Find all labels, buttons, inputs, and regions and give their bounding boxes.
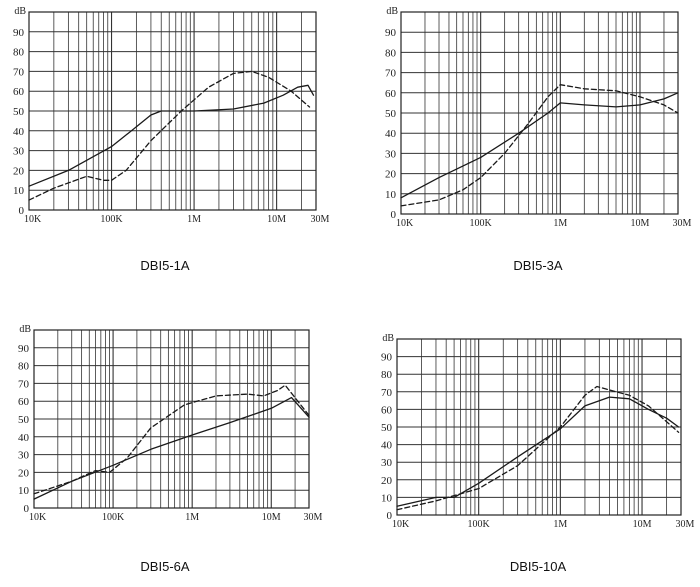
- x-tick-label: 10M: [631, 218, 650, 229]
- y-tick-label: 70: [18, 378, 30, 390]
- series-dashed-line: [28, 70, 311, 201]
- x-tick-label: 10K: [392, 519, 410, 530]
- y-tick-label: 50: [381, 422, 393, 434]
- x-tick-label: 1M: [553, 218, 567, 229]
- x-tick-label: 1M: [553, 519, 567, 530]
- series-solid-line: [33, 396, 310, 500]
- x-tick-label: 100K: [100, 214, 123, 225]
- y-tick-label: 70: [381, 387, 393, 399]
- y-tick-label: 30: [18, 450, 30, 462]
- y-tick-label: 40: [385, 128, 397, 140]
- y-tick-label: 90: [13, 27, 25, 39]
- series-solid-line: [396, 396, 680, 507]
- x-tick-label: 10K: [396, 218, 414, 229]
- chart-caption-2: DBI5-3A: [513, 258, 563, 273]
- y-tick-label: 90: [385, 27, 397, 39]
- x-tick-label: 1M: [185, 512, 199, 523]
- series-dashed-line: [396, 385, 680, 511]
- y-tick-label: 20: [381, 475, 393, 487]
- x-tick-label: 100K: [470, 218, 493, 229]
- y-tick-label: 60: [385, 88, 397, 100]
- chart-2: dB 0 10 20 30 40 50 60 70 80 90 10K 100K 1M 10M 30M: [385, 6, 692, 229]
- y-tick-label: 60: [13, 86, 25, 98]
- x-tick-label: 1M: [187, 214, 201, 225]
- x-tick-label: 30M: [673, 218, 692, 229]
- x-tick-label: 30M: [304, 512, 323, 523]
- y-tick-label: 30: [381, 457, 393, 469]
- y-tick-label: 20: [385, 169, 397, 181]
- y-tick-label: 80: [381, 369, 393, 381]
- y-tick-label: 0: [24, 503, 30, 515]
- y-tick-label: 10: [18, 485, 30, 497]
- y-unit-label: dB: [382, 333, 394, 344]
- y-tick-label: 80: [385, 47, 397, 59]
- y-tick-label: 10: [13, 185, 25, 197]
- y-tick-label: 0: [387, 510, 393, 522]
- y-tick-label: 80: [18, 361, 30, 373]
- plot-frame: [33, 329, 310, 509]
- chart-3: dB 0 10 20 30 40 50 60 70 80 90 10K 100K 1M 10M 30M: [18, 324, 323, 523]
- y-unit-label: dB: [386, 6, 398, 17]
- y-tick-label: 50: [18, 414, 30, 426]
- y-tick-label: 70: [13, 66, 25, 78]
- chart-1: dB 0 10 20 30 40 50 60 70 80 90 10K 100K 1M 10M 30M: [13, 6, 330, 225]
- plot-frame: [396, 338, 682, 516]
- y-tick-label: 10: [385, 189, 397, 201]
- y-tick-label: 20: [13, 165, 25, 177]
- y-tick-label: 20: [18, 467, 30, 479]
- chart-caption-1: DBI5-1A: [140, 258, 190, 273]
- series-solid-line: [400, 92, 679, 199]
- x-tick-label: 30M: [676, 519, 695, 530]
- y-tick-label: 10: [381, 492, 393, 504]
- y-tick-label: 40: [18, 432, 30, 444]
- y-tick-label: 50: [385, 108, 397, 120]
- x-tick-label: 100K: [468, 519, 491, 530]
- series-dashed-line: [400, 84, 679, 207]
- x-tick-label: 10M: [633, 519, 652, 530]
- x-tick-label: 10K: [29, 512, 47, 523]
- y-tick-label: 30: [13, 146, 25, 158]
- y-tick-label: 70: [385, 68, 397, 80]
- chart-caption-4: DBI5-10A: [509, 559, 567, 574]
- y-tick-label: 60: [381, 404, 393, 416]
- x-tick-label: 10M: [267, 214, 286, 225]
- y-tick-label: 30: [385, 148, 397, 160]
- series-dashed-line: [33, 384, 310, 495]
- x-tick-label: 30M: [311, 214, 330, 225]
- y-tick-label: 80: [13, 47, 25, 59]
- y-tick-label: 90: [18, 343, 30, 355]
- x-tick-label: 100K: [102, 512, 125, 523]
- y-tick-label: 60: [18, 396, 30, 408]
- x-tick-label: 10M: [262, 512, 281, 523]
- y-tick-label: 40: [13, 126, 25, 138]
- chart-caption-3: DBI5-6A: [140, 559, 190, 574]
- y-tick-label: 0: [19, 205, 25, 217]
- y-tick-label: 50: [13, 106, 25, 118]
- y-tick-label: 40: [381, 440, 393, 452]
- y-unit-label: dB: [14, 6, 26, 17]
- y-unit-label: dB: [19, 324, 31, 335]
- x-tick-label: 10K: [24, 214, 42, 225]
- chart-4: dB 0 10 20 30 40 50 60 70 80 90 10K 100K 1M 10M 30M: [381, 333, 695, 530]
- y-tick-label: 90: [381, 352, 393, 364]
- series-solid-line: [28, 84, 315, 187]
- plot-frame: [28, 11, 317, 211]
- y-tick-label: 0: [391, 209, 397, 221]
